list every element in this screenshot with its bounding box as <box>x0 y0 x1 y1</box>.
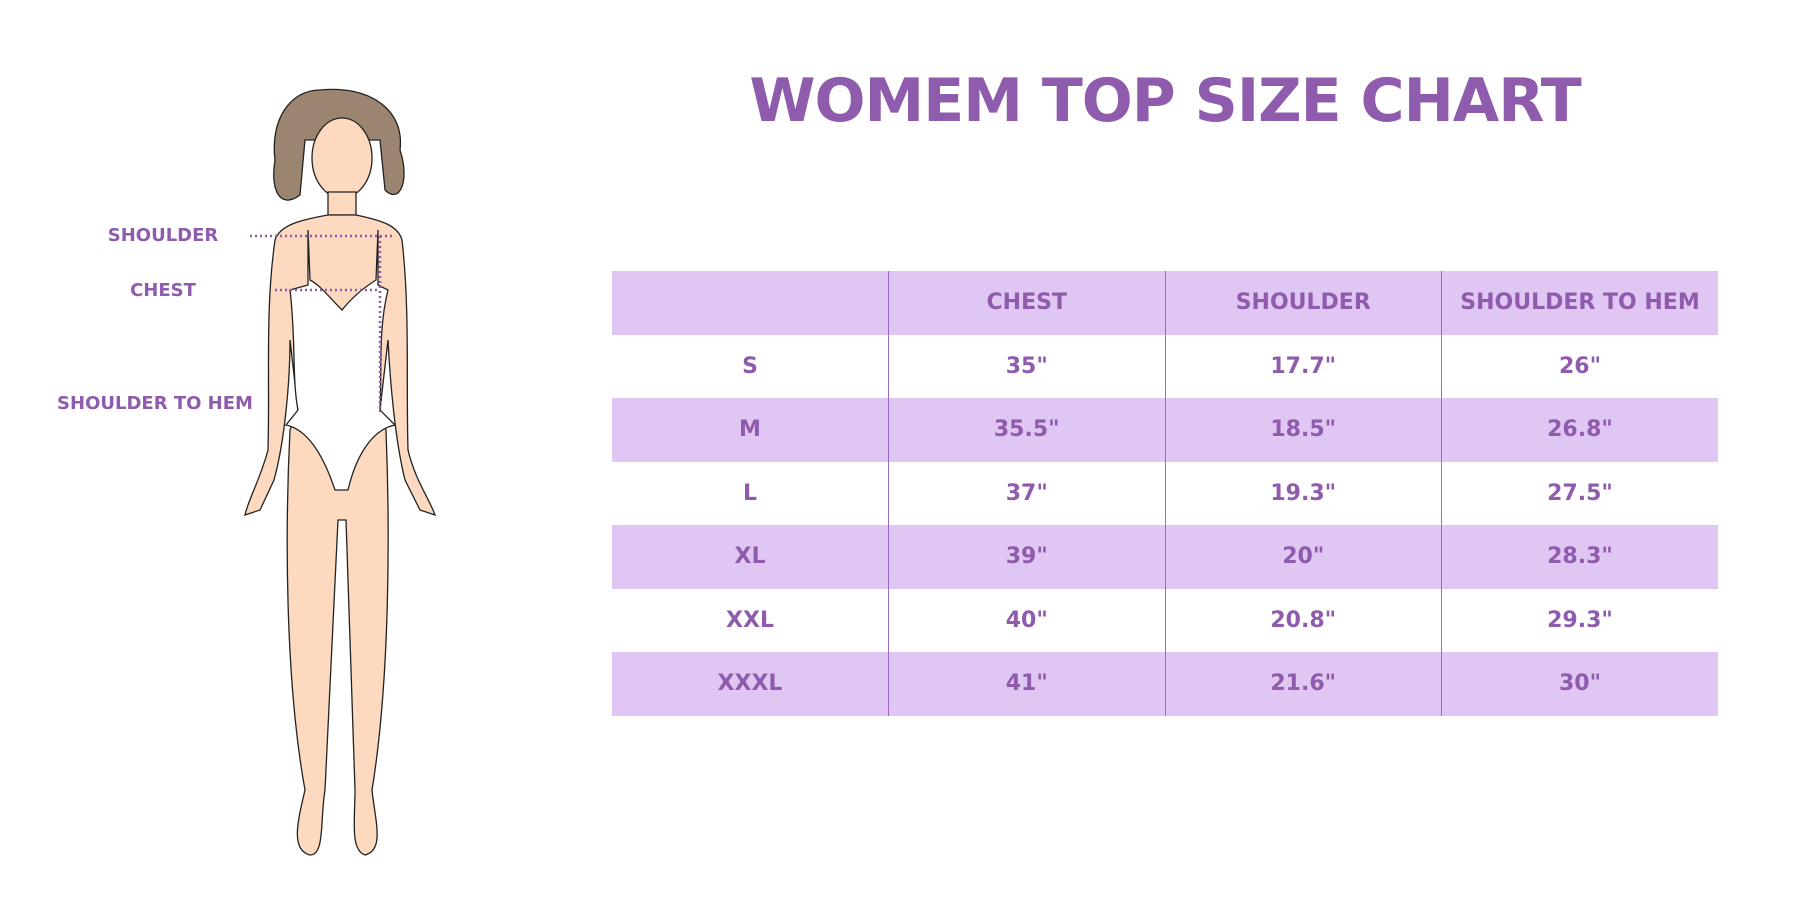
length-cell: 30" <box>1441 652 1718 716</box>
length-cell: 29.3" <box>1441 588 1718 652</box>
shoulder-cell: 19.3" <box>1164 461 1442 525</box>
table-header-row: CHEST SHOULDER SHOULDER TO HEM <box>612 271 1718 335</box>
table-row: S 35" 17.7" 26" <box>612 334 1718 398</box>
shoulder-cell: 20" <box>1164 525 1442 589</box>
shoulder-cell: 21.6" <box>1164 652 1442 716</box>
length-cell: 28.3" <box>1441 525 1718 589</box>
face <box>311 117 373 199</box>
shoulder-cell: 20.8" <box>1164 588 1442 652</box>
size-cell: XXXL <box>612 652 889 716</box>
shoulder-cell: 17.7" <box>1164 334 1442 398</box>
size-cell: S <box>742 353 758 379</box>
table-row: XL 39" 20" 28.3" <box>612 525 1718 589</box>
chest-cell: 37" <box>888 461 1165 525</box>
size-chart-table: CHEST SHOULDER SHOULDER TO HEM S 35" 17.… <box>612 271 1718 716</box>
chest-cell: 35" <box>888 334 1165 398</box>
hair <box>273 88 405 201</box>
length-cell: 26" <box>1441 334 1718 398</box>
length-cell: 26.8" <box>1441 398 1718 462</box>
chest-label: CHEST <box>130 280 196 301</box>
header-cell: CHEST <box>888 271 1165 335</box>
bodysuit <box>284 229 397 491</box>
table-row: XXL 40" 20.8" 29.3" <box>612 588 1718 652</box>
shoulder-to-hem-label: SHOULDER TO HEM <box>57 393 253 414</box>
chest-cell: 41" <box>888 652 1165 716</box>
chest-cell: 35.5" <box>888 398 1165 462</box>
page-title: WOMEM TOP SIZE CHART <box>749 66 1581 136</box>
size-cell: XL <box>612 525 889 589</box>
shoulder-label: SHOULDER <box>107 225 219 246</box>
size-cell: XXL <box>726 607 774 633</box>
chest-cell: 39" <box>888 525 1165 589</box>
neck <box>327 191 357 216</box>
header-cell: SHOULDER TO HEM <box>1441 271 1718 335</box>
size-cell: M <box>612 398 889 462</box>
table-row: XXXL 41" 21.6" 30" <box>612 652 1718 716</box>
body-figure-illustration <box>244 88 437 856</box>
size-cell: L <box>742 480 758 506</box>
header-cell: SHOULDER <box>1164 271 1442 335</box>
shoulder-cell: 18.5" <box>1164 398 1442 462</box>
header-cell <box>612 271 889 335</box>
table-row: L 37" 19.3" 27.5" <box>612 461 1718 525</box>
length-cell: 27.5" <box>1441 461 1718 525</box>
table-row: M 35.5" 18.5" 26.8" <box>612 398 1718 462</box>
chest-cell: 40" <box>888 588 1165 652</box>
